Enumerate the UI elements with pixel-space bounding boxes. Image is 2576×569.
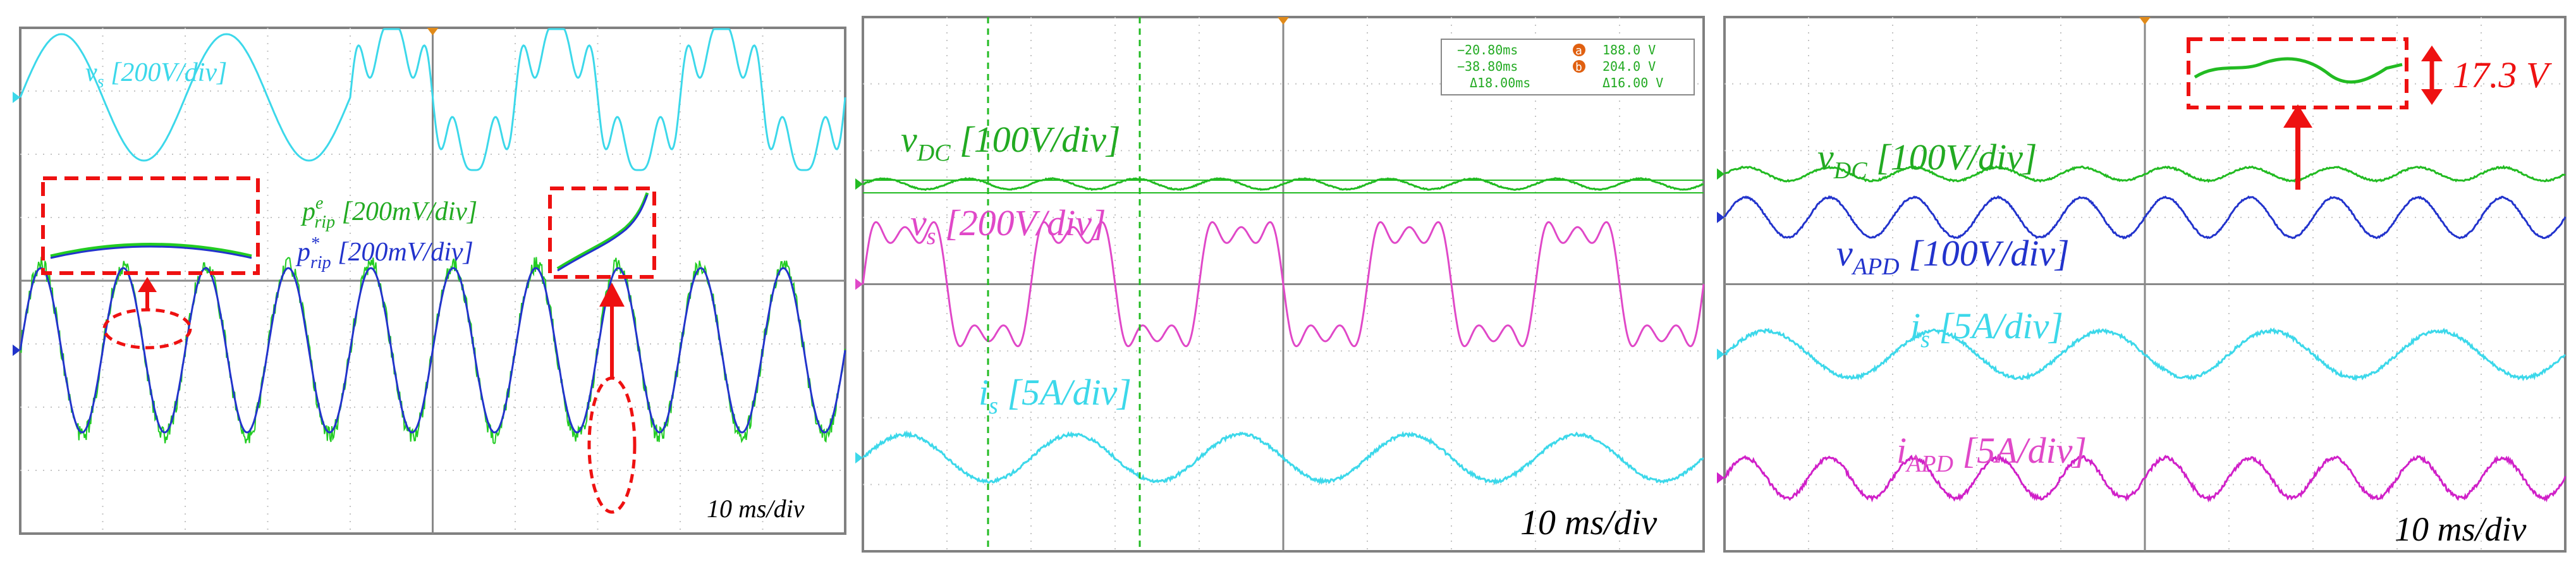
label-vs-main: v (85, 58, 97, 87)
trace-is (862, 430, 1704, 486)
label-is-3-main: i (1910, 305, 1920, 346)
label-vdc-3-scale: [100V/div] (1867, 137, 2037, 178)
label-iapd-main: i (1896, 430, 1907, 471)
label-vs-2: vs [200V/div] (910, 202, 1106, 250)
readout-row3-right: Δ16.00 V (1602, 75, 1663, 90)
zoom-arrowhead-right (599, 283, 625, 307)
label-vdc: vDC [100V/div] (901, 119, 1121, 166)
panel-3: 17.3 V vDC [100V/div] vAPD [100V/div] is… (1717, 16, 2567, 553)
label-iapd: iAPD [5A/div] (1896, 430, 2087, 477)
ripple-annotation: 17.3 V (2453, 54, 2553, 95)
label-prip-e-sup: e (315, 193, 323, 213)
channel-marker-icon (1717, 348, 1724, 360)
zoom-content-vdc (2194, 57, 2403, 84)
label-is-2-sub: s (989, 393, 998, 419)
label-prip-e-sub: rip (314, 212, 335, 232)
label-vs-sub: s (97, 72, 104, 92)
label-is-3-scale: [5A/div] (1930, 305, 2063, 346)
time-div-label-1: 10 ms/div (707, 494, 805, 523)
label-vs-scale: [200V/div] (104, 58, 228, 87)
readout-row2-mark-icon (1573, 60, 1585, 73)
panel-1-traces (13, 28, 846, 444)
trigger-marker-icon (427, 28, 439, 35)
readout-row2-left: −38.80ms (1457, 59, 1518, 74)
readout-row3-left: Δ18.00ms (1470, 75, 1530, 90)
label-prip-star-sub: rip (310, 253, 331, 272)
label-prip-star: p* rip [200mV/div] (295, 234, 473, 272)
ripple-arrowhead-up (2421, 46, 2443, 61)
zoom-content-left-green (50, 243, 252, 258)
trace-vapd (1723, 195, 2567, 240)
channel-marker-icon (855, 452, 863, 464)
channel-marker-icon (13, 92, 20, 103)
zoom-box-right (548, 187, 656, 279)
panel-1: vs [200V/div] pe rip [200mV/div] p* rip [2… (13, 27, 846, 535)
label-vapd-sub: APD (1851, 254, 1900, 280)
panel-2-traces (855, 177, 1705, 486)
label-vdc-3-sub: DC (1833, 157, 1867, 184)
zoom-content-right-blue (557, 194, 649, 272)
label-prip-e: pe rip [200mV/div] (300, 193, 477, 232)
label-prip-star-main: p (295, 238, 310, 267)
cursor-readout: −20.80ms a 188.0 V −38.80ms b 204.0 V Δ1… (1441, 39, 1695, 95)
label-prip-e-scale: [200mV/div] (335, 197, 477, 226)
channel-marker-icon (13, 345, 20, 356)
label-prip-star-sup: * (310, 234, 319, 254)
trigger-marker-icon (1278, 17, 1289, 25)
ripple-arrowhead-down (2421, 89, 2443, 105)
label-vapd-scale: [100V/div] (1900, 233, 2070, 274)
trace-prip_star (19, 267, 846, 434)
channel-marker-icon (855, 278, 863, 290)
label-vdc-3: vDC [100V/div] (1817, 137, 2037, 184)
trace-vdc (862, 177, 1704, 192)
channel-marker-icon (1717, 211, 1724, 223)
channel-marker-icon (1717, 168, 1724, 180)
label-is-2: is [5A/div] (979, 372, 1132, 419)
time-div-label-2: 10 ms/div (1520, 503, 1657, 542)
readout-row1-mark: a (1575, 44, 1582, 58)
trigger-marker-icon (2139, 17, 2151, 25)
label-vdc-3-main: v (1817, 137, 1834, 178)
label-vs-2-scale: [200V/div] (936, 202, 1106, 243)
channel-marker-icon (1717, 472, 1724, 484)
label-is-2-scale: [5A/div] (998, 372, 1132, 413)
label-vapd-main: v (1836, 233, 1853, 274)
trace-iapd (1724, 453, 2567, 503)
cursor-readout-box (1441, 39, 1695, 95)
label-iapd-scale: [5A/div] (1953, 430, 2087, 471)
trace-is (1724, 327, 2567, 382)
label-iapd-sub: APD (1905, 451, 1953, 477)
panel-3-traces (1717, 164, 2567, 503)
zoom-arrowhead-vdc (2283, 104, 2312, 128)
readout-row1-right: 188.0 V (1602, 42, 1656, 58)
zoom-content-left-blue (50, 245, 252, 259)
zoom-arrowhead-left (138, 277, 157, 292)
label-vdc-sub: DC (917, 140, 951, 166)
label-vs: vs [200V/div] (85, 58, 227, 92)
trace-vs (862, 221, 1705, 348)
time-div-label-3: 10 ms/div (2395, 510, 2527, 548)
label-vdc-main: v (901, 119, 917, 160)
label-vdc-scale: [100V/div] (951, 119, 1121, 160)
label-prip-e-main: p (300, 197, 315, 226)
trace-vs (19, 28, 846, 171)
label-vs-2-sub: s (927, 223, 936, 250)
channel-marker-icon (855, 178, 863, 190)
label-is-3-sub: s (1920, 326, 1930, 353)
readout-row1-mark-icon (1573, 44, 1585, 56)
label-vs-2-main: v (910, 202, 927, 243)
label-is-2-main: i (979, 372, 989, 413)
label-is-3: is [5A/div] (1910, 305, 2063, 353)
panel-3-grid (1724, 17, 2565, 551)
trace-vdc (1724, 164, 2566, 183)
label-prip-star-scale: [200mV/div] (331, 238, 473, 267)
label-vapd: vAPD [100V/div] (1836, 233, 2070, 280)
readout-row2-mark: b (1575, 61, 1582, 74)
panel-2: −20.80ms a 188.0 V −38.80ms b 204.0 V Δ1… (855, 16, 1705, 553)
readout-row1-left: −20.80ms (1457, 42, 1518, 58)
zoom-box-left (41, 176, 260, 275)
readout-row2-right: 204.0 V (1602, 59, 1656, 74)
